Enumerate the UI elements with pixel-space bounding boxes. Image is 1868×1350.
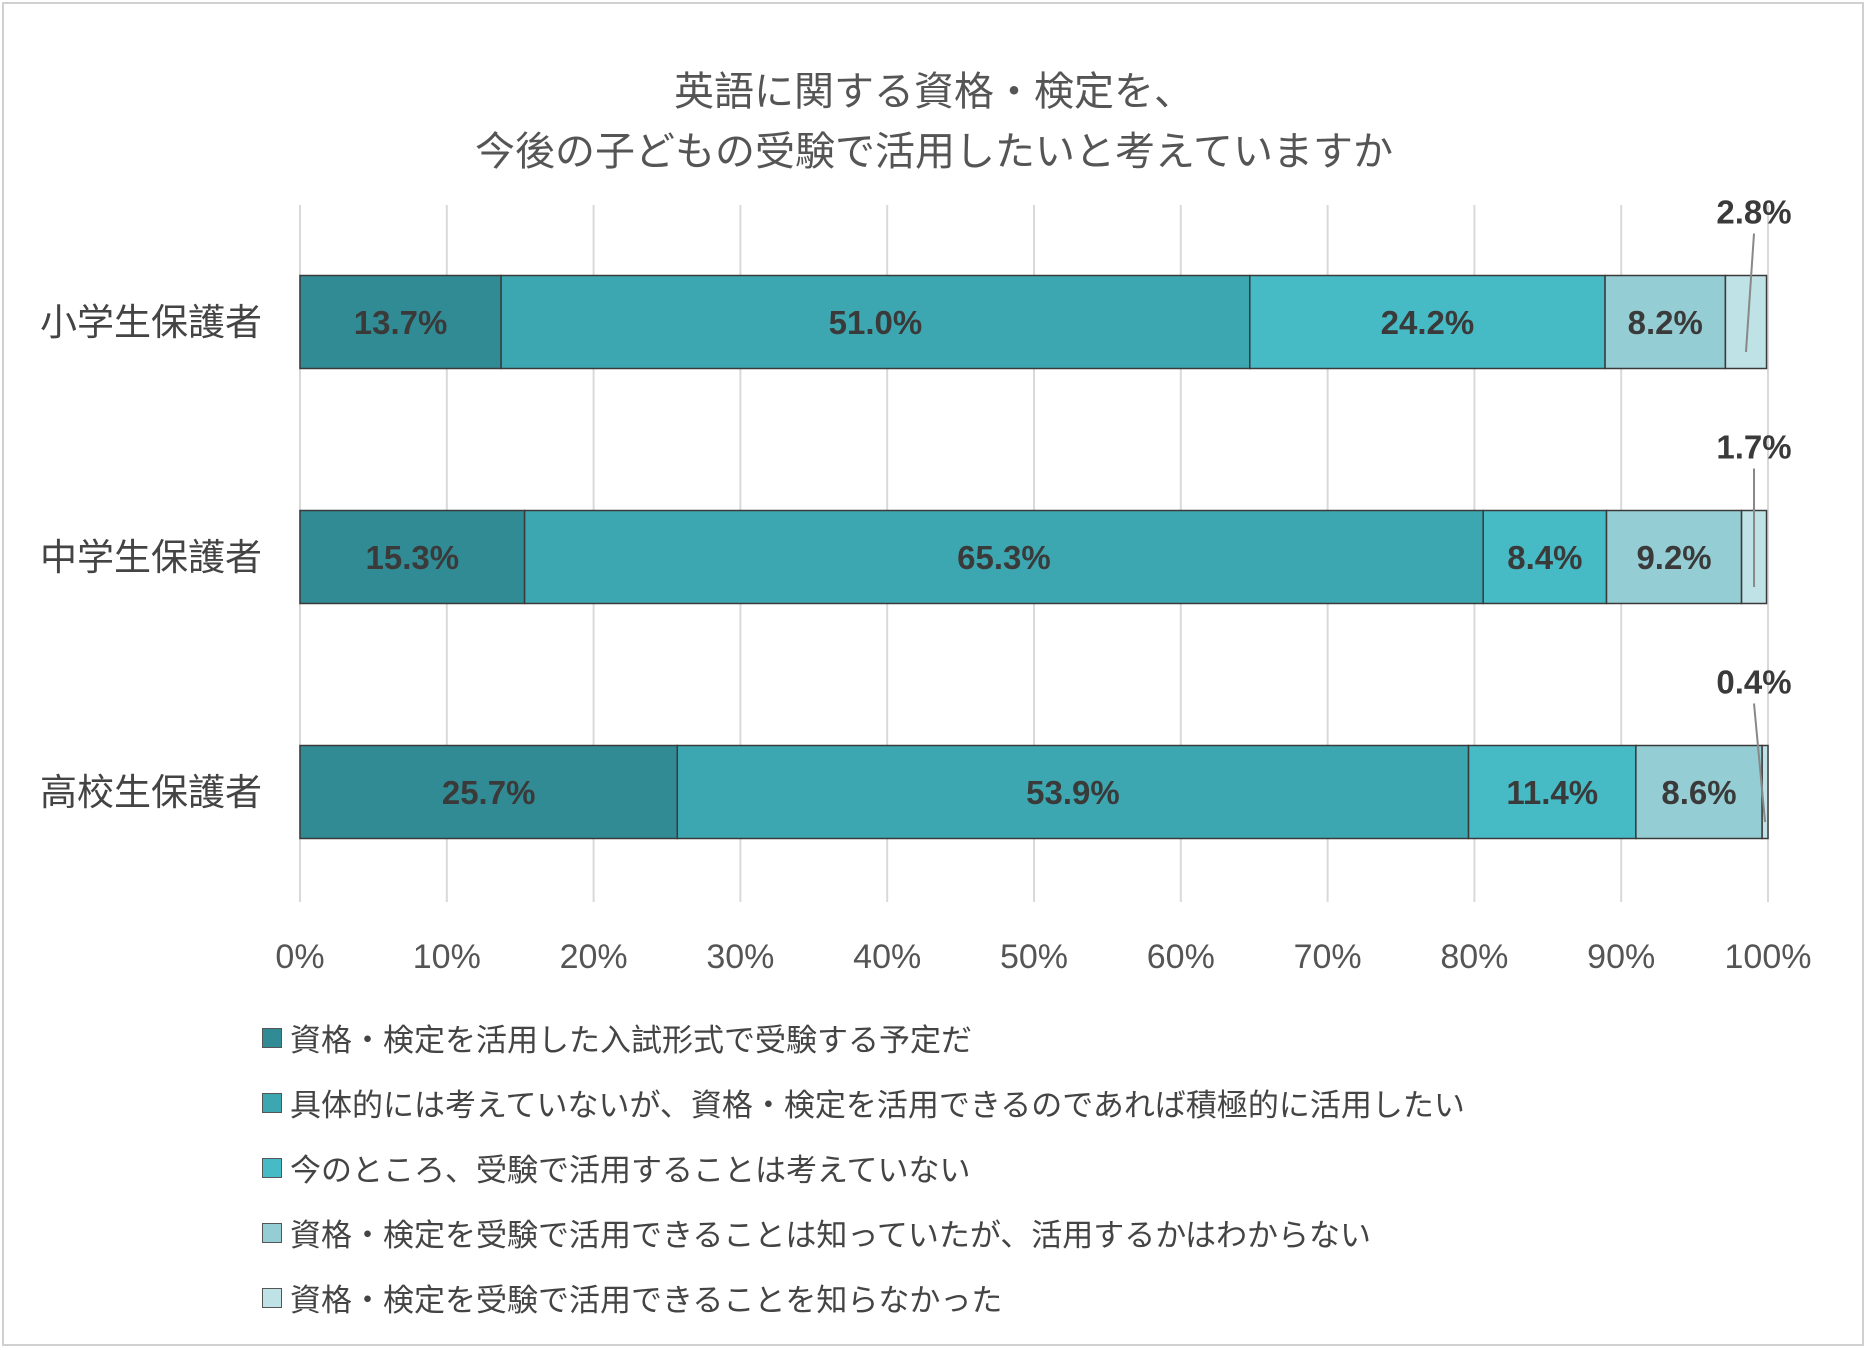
- bar-segment-r2-s2: [1467, 744, 1637, 840]
- legend-swatch-1: [262, 1092, 282, 1113]
- legend-label-3: 資格・検定を受験で活用できることは知っていたが、活用するかはわからない: [290, 1218, 1371, 1254]
- category-label-2: 高校生保護者: [40, 771, 262, 814]
- data-label-r0-s4: 2.8%: [1716, 194, 1791, 231]
- x-tick-label-7: 70%: [1294, 938, 1362, 976]
- legend-swatch-2: [262, 1157, 282, 1178]
- category-label-0: 小学生保護者: [40, 301, 262, 344]
- legend-item-1: 具体的には考えていないが、資格・検定を活用できるのであれば積極的に活用したい: [262, 1070, 1465, 1135]
- x-tick-label-2: 20%: [560, 938, 628, 976]
- stacked-bar-chart: 0% 10% 20% 30% 40% 50% 60% 70% 80% 90% 100% 小学生保護者 1…: [40, 194, 1812, 977]
- legend-label-4: 資格・検定を受験で活用できることを知らなかった: [290, 1283, 1003, 1319]
- x-tick-label-5: 50%: [1000, 938, 1068, 976]
- category-label-1: 中学生保護者: [40, 536, 262, 579]
- x-tick-label-1: 10%: [413, 938, 481, 976]
- data-label-r1-s3: 9.2%: [1636, 539, 1711, 576]
- data-label-r1-s4: 1.7%: [1716, 429, 1791, 466]
- data-label-r1-s1: 65.3%: [957, 539, 1051, 576]
- legend-swatch-3: [262, 1222, 282, 1243]
- x-tick-label-3: 30%: [706, 938, 774, 976]
- legend-label-0: 資格・検定を活用した入試形式で受験する予定だ: [290, 1023, 972, 1059]
- x-tick-label-8: 80%: [1440, 938, 1508, 976]
- leader-line-r0-s4: [1744, 233, 1755, 353]
- legend-item-0: 資格・検定を活用した入試形式で受験する予定だ: [262, 1005, 1465, 1070]
- data-label-r0-s2: 24.2%: [1381, 304, 1475, 341]
- data-label-r2-s0: 25.7%: [442, 774, 536, 811]
- x-tick-label-6: 60%: [1147, 938, 1215, 976]
- legend-item-3: 資格・検定を受験で活用できることは知っていたが、活用するかはわからない: [262, 1200, 1465, 1265]
- data-label-r2-s4: 0.4%: [1716, 664, 1791, 701]
- chart-title-line-2: 今後の子どもの受験で活用したいと考えていますか: [475, 129, 1393, 175]
- data-label-r1-s2: 8.4%: [1507, 539, 1582, 576]
- bar-segment-r2-s1: [676, 744, 1470, 840]
- data-label-r0-s0: 13.7%: [354, 304, 448, 341]
- legend-swatch-0: [262, 1027, 282, 1048]
- bar-segment-r0-s4: [1724, 274, 1768, 370]
- data-label-r2-s3: 8.6%: [1661, 774, 1736, 811]
- legend-label-2: 今のところ、受験で活用することは考えていない: [290, 1153, 971, 1189]
- legend-swatch-4: [262, 1287, 282, 1308]
- legend-item-2: 今のところ、受験で活用することは考えていない: [262, 1135, 1465, 1200]
- x-tick-label-9: 90%: [1587, 938, 1655, 976]
- bar-segment-r1-s3: [1605, 509, 1743, 605]
- x-tick-label-4: 40%: [853, 938, 921, 976]
- bar-segment-r2-s3: [1635, 744, 1763, 840]
- bar-segment-r1-s2: [1482, 509, 1608, 605]
- data-label-r0-s1: 51.0%: [829, 304, 923, 341]
- x-tick-label-10: 100%: [1725, 938, 1812, 976]
- legend-item-4: 資格・検定を受験で活用できることを知らなかった: [262, 1265, 1465, 1330]
- data-label-r1-s0: 15.3%: [366, 539, 460, 576]
- data-label-r2-s1: 53.9%: [1026, 774, 1120, 811]
- x-tick-label-0: 0%: [275, 938, 324, 976]
- legend: 資格・検定を活用した入試形式で受験する予定だ 具体的には考えていないが、資格・検…: [262, 1005, 1465, 1330]
- chart-title-line-1: 英語に関する資格・検定を、: [674, 69, 1194, 115]
- chart-title: 英語に関する資格・検定を、 今後の子どもの受験で活用したいと考えていますか: [0, 62, 1868, 182]
- bar-segment-r0-s1: [500, 274, 1251, 370]
- data-label-r0-s3: 8.2%: [1628, 304, 1703, 341]
- leader-line-r2-s4: [1753, 703, 1767, 823]
- bar-segment-r1-s0: [299, 509, 526, 605]
- data-label-r2-s2: 11.4%: [1506, 774, 1598, 811]
- bar-segment-r2-s0: [299, 744, 679, 840]
- bar-segment-r1-s1: [523, 509, 1484, 605]
- legend-label-1: 具体的には考えていないが、資格・検定を活用できるのであれば積極的に活用したい: [290, 1088, 1465, 1124]
